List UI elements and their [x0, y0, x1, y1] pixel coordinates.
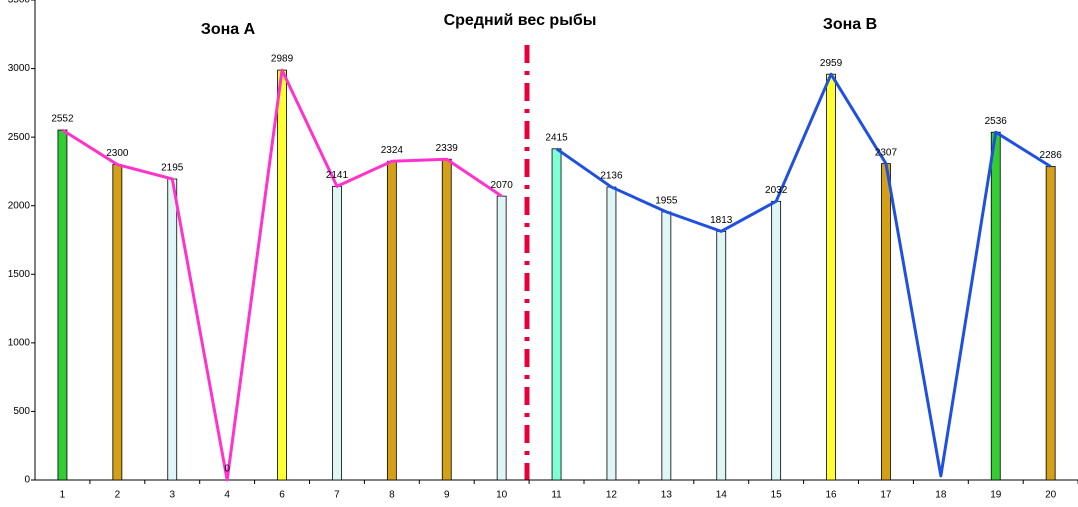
data-label: 2195: [161, 163, 184, 174]
y-tick-label: 500: [13, 406, 30, 417]
bar: [57, 129, 68, 481]
x-tick-label: 8: [389, 490, 395, 501]
x-tick-label: 1: [60, 490, 66, 501]
x-tick-label: 17: [880, 490, 892, 501]
bar: [606, 186, 617, 481]
x-tick-label: 2: [115, 490, 121, 501]
bar: [771, 200, 782, 481]
bar: [1045, 166, 1056, 481]
x-tick-label: 9: [444, 490, 450, 501]
bar: [332, 185, 342, 481]
x-tick-label: 16: [825, 490, 837, 501]
x-tick-label: 15: [771, 490, 783, 501]
y-tick-label: 2500: [8, 132, 31, 143]
y-tick-label: 2000: [8, 200, 31, 211]
data-label: 2552: [51, 114, 74, 125]
bar: [551, 148, 562, 481]
chart-title: Средний вес рыбы: [444, 12, 597, 29]
x-tick-label: 4: [224, 490, 230, 501]
bar: [167, 178, 178, 481]
y-tick-label: 1000: [8, 337, 31, 348]
data-label: 2324: [381, 145, 404, 156]
bar: [826, 73, 836, 481]
bar: [496, 195, 507, 481]
data-label: 2989: [271, 54, 294, 65]
data-label: 2307: [875, 147, 898, 158]
x-tick-label: 14: [716, 490, 728, 501]
x-tick-label: 6: [279, 490, 285, 501]
x-tick-label: 7: [334, 490, 340, 501]
y-tick-label: 3500: [8, 0, 31, 6]
line: [555, 72, 1052, 478]
data-label: 2959: [820, 58, 843, 69]
line: [61, 68, 503, 482]
data-label: 1955: [655, 196, 678, 207]
bar: [990, 131, 1001, 481]
x-tick-label: 10: [496, 490, 508, 501]
x-tick-label: 20: [1045, 490, 1057, 501]
bar: [386, 160, 397, 481]
x-tick-label: 3: [169, 490, 175, 501]
bar: [112, 164, 123, 481]
annotation: Зона В: [823, 16, 877, 33]
bar: [441, 158, 452, 481]
y-tick-label: 0: [24, 475, 30, 486]
y-tick-label: 3000: [8, 63, 31, 74]
data-label: 1813: [710, 215, 733, 226]
data-label: 2339: [436, 143, 459, 154]
data-label: 2141: [326, 170, 349, 181]
annotation: Зона А: [201, 21, 256, 38]
data-label: 2286: [1040, 150, 1063, 161]
data-label: 0: [224, 464, 230, 475]
bar: [277, 69, 287, 481]
bar: [661, 211, 672, 481]
data-label: 2136: [600, 171, 623, 182]
x-tick-label: 13: [661, 490, 673, 501]
x-tick-label: 11: [551, 490, 562, 501]
bar: [881, 163, 891, 481]
data-label: 2415: [545, 132, 568, 143]
x-tick-label: 12: [606, 490, 618, 501]
data-label: 2032: [765, 185, 788, 196]
y-tick-label: 1500: [8, 269, 31, 280]
x-tick-label: 18: [935, 490, 947, 501]
bar: [716, 230, 727, 481]
data-label: 2536: [985, 116, 1008, 127]
data-label: 2300: [106, 148, 129, 159]
x-tick-label: 19: [990, 490, 1002, 501]
data-label: 2070: [491, 180, 514, 191]
